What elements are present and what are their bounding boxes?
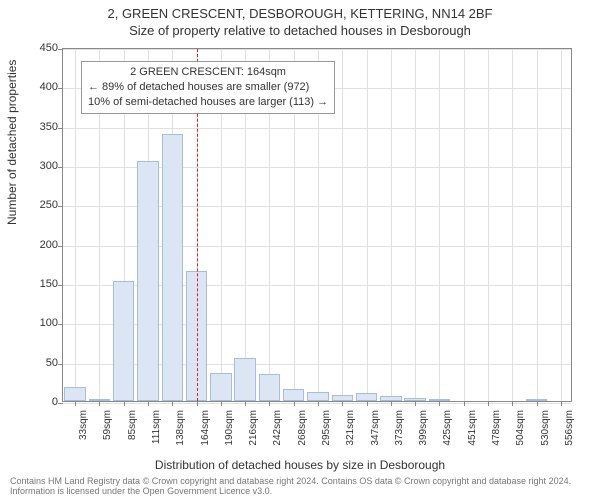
gridline-v xyxy=(488,49,489,401)
gridline-v xyxy=(464,49,465,401)
x-tick-label: 373sqm xyxy=(394,410,405,446)
gridline-v xyxy=(342,49,343,401)
x-tick-label: 190sqm xyxy=(224,410,235,446)
y-tick-label: 450 xyxy=(0,42,58,54)
bar xyxy=(210,373,231,401)
x-tick-label: 425sqm xyxy=(442,410,453,446)
bar xyxy=(137,161,158,401)
x-tick-label: 347sqm xyxy=(370,410,381,446)
gridline-v xyxy=(561,49,562,401)
x-axis-label: Distribution of detached houses by size … xyxy=(0,458,600,472)
bar xyxy=(234,358,255,401)
annotation-box: 2 GREEN CRESCENT: 164sqm← 89% of detache… xyxy=(81,61,335,114)
bar xyxy=(307,392,328,401)
title-line-1: 2, GREEN CRESCENT, DESBOROUGH, KETTERING… xyxy=(0,6,600,21)
y-tick-label: 350 xyxy=(0,121,58,133)
gridline-h xyxy=(63,128,571,129)
footer-attribution: Contains HM Land Registry data © Crown c… xyxy=(10,476,600,496)
x-tick-label: 85sqm xyxy=(127,410,138,440)
x-tick-label: 478sqm xyxy=(491,410,502,446)
x-tick-label: 295sqm xyxy=(321,410,332,446)
x-tick-label: 321sqm xyxy=(345,410,356,446)
annotation-line: 10% of semi-detached houses are larger (… xyxy=(88,95,328,110)
x-tick-label: 111sqm xyxy=(151,410,162,444)
x-tick-label: 451sqm xyxy=(467,410,478,446)
gridline-v xyxy=(391,49,392,401)
y-tick-label: 50 xyxy=(0,357,58,369)
y-tick-label: 100 xyxy=(0,317,58,329)
chart-container: Number of detached properties 2 GREEN CR… xyxy=(0,40,600,460)
gridline-v xyxy=(415,49,416,401)
x-tick-label: 556sqm xyxy=(564,410,575,446)
gridline-h xyxy=(63,403,571,404)
bar xyxy=(162,134,183,401)
x-tick-label: 268sqm xyxy=(297,410,308,446)
x-tick-label: 164sqm xyxy=(200,410,211,446)
y-tick-label: 300 xyxy=(0,160,58,172)
bar xyxy=(283,389,304,401)
x-tick-label: 59sqm xyxy=(102,410,113,440)
annotation-line: ← 89% of detached houses are smaller (97… xyxy=(88,80,328,95)
gridline-v xyxy=(367,49,368,401)
x-tick-label: 504sqm xyxy=(515,410,526,446)
gridline-v xyxy=(537,49,538,401)
x-tick-label: 530sqm xyxy=(540,410,551,446)
x-tick-label: 33sqm xyxy=(78,410,89,440)
gridline-v xyxy=(512,49,513,401)
bar xyxy=(113,281,134,401)
gridline-v xyxy=(75,49,76,401)
gridline-h xyxy=(63,49,571,50)
annotation-line: 2 GREEN CRESCENT: 164sqm xyxy=(88,65,328,80)
bar xyxy=(356,393,377,401)
gridline-v xyxy=(439,49,440,401)
y-tick-label: 200 xyxy=(0,239,58,251)
x-tick-label: 138sqm xyxy=(175,410,186,446)
y-tick-label: 400 xyxy=(0,81,58,93)
y-tick-label: 150 xyxy=(0,278,58,290)
x-tick-label: 216sqm xyxy=(248,410,259,446)
title-line-2: Size of property relative to detached ho… xyxy=(0,23,600,38)
bar xyxy=(259,374,280,401)
plot-area: 2 GREEN CRESCENT: 164sqm← 89% of detache… xyxy=(62,48,572,402)
bar xyxy=(64,387,85,401)
chart-titles: 2, GREEN CRESCENT, DESBOROUGH, KETTERING… xyxy=(0,0,600,38)
y-tick-label: 0 xyxy=(0,396,58,408)
y-tick-label: 250 xyxy=(0,199,58,211)
x-tick-label: 399sqm xyxy=(418,410,429,446)
x-tick-label: 242sqm xyxy=(272,410,283,446)
